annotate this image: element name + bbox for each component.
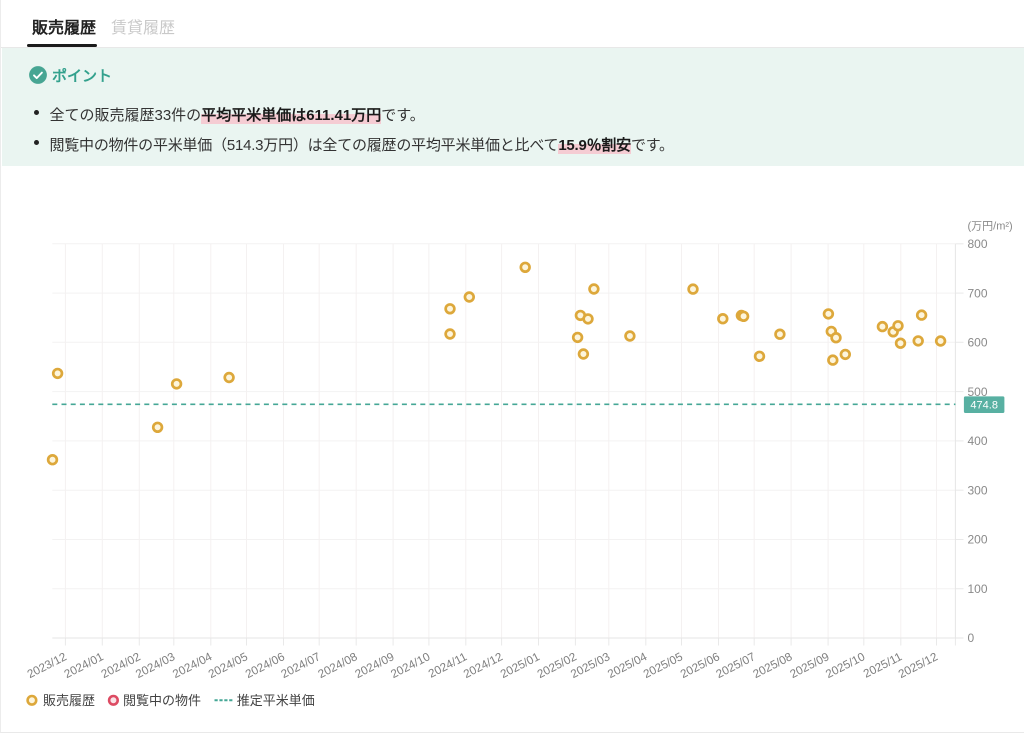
svg-text:2023/12: 2023/12 [25, 650, 69, 681]
svg-text:2025/01: 2025/01 [498, 650, 542, 681]
svg-text:2025/07: 2025/07 [714, 650, 758, 681]
svg-text:600: 600 [968, 336, 988, 350]
svg-text:2025/06: 2025/06 [678, 650, 722, 681]
svg-text:2025/12: 2025/12 [896, 650, 940, 681]
svg-text:0: 0 [968, 631, 975, 645]
svg-text:200: 200 [968, 533, 988, 547]
svg-text:800: 800 [968, 237, 988, 251]
svg-text:2025/09: 2025/09 [788, 650, 832, 681]
svg-text:2024/05: 2024/05 [206, 650, 250, 681]
svg-text:推定平米単価: 推定平米単価 [237, 693, 315, 708]
svg-text:販売履歴: 販売履歴 [43, 693, 95, 708]
svg-text:2025/05: 2025/05 [641, 650, 685, 681]
svg-text:2024/01: 2024/01 [62, 650, 106, 681]
svg-text:2024/06: 2024/06 [243, 650, 287, 681]
svg-text:2024/12: 2024/12 [461, 650, 505, 681]
svg-text:2024/09: 2024/09 [353, 650, 397, 681]
svg-text:2025/04: 2025/04 [606, 650, 650, 681]
svg-text:300: 300 [968, 483, 988, 497]
svg-text:2024/10: 2024/10 [389, 650, 433, 681]
svg-text:2024/04: 2024/04 [171, 650, 215, 681]
svg-text:700: 700 [968, 286, 988, 300]
svg-text:2024/03: 2024/03 [134, 650, 178, 681]
svg-text:2024/08: 2024/08 [316, 650, 360, 681]
svg-text:100: 100 [968, 582, 988, 596]
svg-text:(万円/m²): (万円/m²) [968, 221, 1013, 233]
svg-text:2024/07: 2024/07 [279, 650, 323, 681]
svg-text:2025/10: 2025/10 [824, 650, 868, 681]
svg-text:500: 500 [968, 385, 988, 399]
svg-text:2024/11: 2024/11 [426, 650, 469, 680]
svg-text:閲覧中の物件: 閲覧中の物件 [123, 693, 201, 708]
svg-text:400: 400 [968, 434, 988, 448]
svg-text:2025/08: 2025/08 [751, 650, 795, 681]
svg-text:2025/11: 2025/11 [861, 650, 904, 680]
svg-text:474.8: 474.8 [970, 400, 998, 412]
